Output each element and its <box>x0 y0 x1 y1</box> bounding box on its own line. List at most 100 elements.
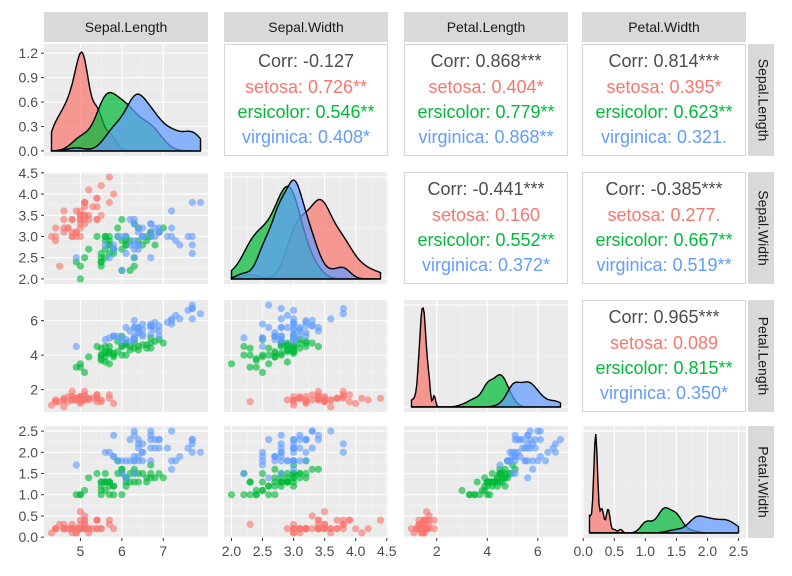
corr-panel <box>582 300 746 412</box>
scatter-point-setosa <box>60 224 68 232</box>
scatter-point-virginica <box>503 457 512 465</box>
scatter-point-setosa <box>81 387 89 395</box>
scatter-point-virginica <box>130 254 138 262</box>
scatter-point-virginica <box>72 461 80 469</box>
scatter-point-setosa <box>358 529 366 537</box>
scatter-point-virginica <box>283 311 291 319</box>
scatter-point-versicolor <box>471 491 479 499</box>
scatter-point-versicolor <box>240 342 248 351</box>
scatter-point-versicolor <box>258 351 267 359</box>
scatter-point-versicolor <box>486 491 494 499</box>
scatter-point-versicolor <box>240 491 248 499</box>
scatter-point-setosa <box>89 203 97 211</box>
strip-right-label: Petal.Length <box>755 317 771 396</box>
scatter-point-virginica <box>258 334 267 342</box>
scatter-point-virginica <box>290 306 298 314</box>
scatter-point-virginica <box>551 448 560 456</box>
scatter-point-virginica <box>290 320 298 328</box>
scatter-point-virginica <box>514 436 522 444</box>
x-tick-label: 3.0 <box>284 543 304 559</box>
density-group <box>224 172 388 284</box>
scatter-point-versicolor <box>308 339 316 347</box>
corr-text-group: Corr: 0.965*** setosa: 0.089 ersicolor: 0.… <box>595 307 732 403</box>
corr-overall: Corr: -0.441*** <box>427 179 544 199</box>
scatter-point-versicolor <box>151 241 159 249</box>
x-tick-label: 6 <box>118 543 126 559</box>
corr-panel <box>582 44 746 156</box>
scatter-point-versicolor <box>93 232 101 241</box>
scatter-point-setosa <box>68 520 76 529</box>
scatter-point-virginica <box>544 448 552 456</box>
scatter-point-virginica <box>339 304 347 313</box>
scatter-point-versicolor <box>130 262 138 270</box>
x-tick-label: 4.5 <box>377 543 397 559</box>
scatter-point-versicolor <box>105 491 113 499</box>
scatter-point-virginica <box>277 304 285 313</box>
scatter-point-virginica <box>163 444 171 452</box>
scatter-point-setosa <box>321 520 329 529</box>
scatter-point-virginica <box>277 452 285 461</box>
scatter-point-versicolor <box>76 363 84 371</box>
scatter-point-setosa <box>314 387 322 395</box>
scatter-point-versicolor <box>105 360 113 368</box>
scatter-point-virginica <box>536 436 544 444</box>
scatter-point-setosa <box>81 516 89 524</box>
scatter-point-setosa <box>430 516 438 524</box>
y-tick-label: 2.5 <box>19 250 39 266</box>
y-tick-label: 0.0 <box>19 529 39 545</box>
strip-top-label: Petal.Width <box>628 19 700 35</box>
y-tick-label: 0.9 <box>19 70 39 86</box>
scatter-point-versicolor <box>105 478 113 486</box>
scatter-point-virginica <box>188 241 196 249</box>
scatter-point-versicolor <box>283 469 291 478</box>
scatter-point-versicolor <box>265 491 273 499</box>
strip-right-label: Sepal.Width <box>755 190 771 265</box>
scatter-point-setosa <box>93 516 101 524</box>
scatter-point-virginica <box>314 436 322 444</box>
scatter-point-virginica <box>101 241 109 249</box>
strip-top <box>44 12 208 42</box>
scatter-point-versicolor <box>246 491 254 499</box>
scatter-group <box>44 426 208 538</box>
scatter-point-versicolor <box>258 486 267 495</box>
scatter-point-virginica <box>101 448 109 456</box>
y-tick-label: 0.3 <box>19 118 39 134</box>
scatter-point-setosa <box>327 396 335 404</box>
corr-overall: Corr: 0.868*** <box>430 51 541 71</box>
scatter-point-virginica <box>258 452 267 461</box>
scatter-point-virginica <box>521 457 529 465</box>
scatter-point-setosa <box>364 525 372 533</box>
scatter-point-versicolor <box>246 478 254 486</box>
scatter-point-virginica <box>134 440 142 448</box>
scatter-point-virginica <box>155 327 163 335</box>
scatter-point-setosa <box>68 215 76 224</box>
scatter-point-setosa <box>302 525 310 533</box>
corr-group-setosa: setosa: 0.277. <box>607 205 720 225</box>
y-tick-label: 0.6 <box>19 94 39 110</box>
scatter-point-setosa <box>56 262 64 270</box>
scatter-point-virginica <box>147 220 155 228</box>
corr-group-versicolor: ersicolor: 0.815** <box>595 358 732 378</box>
scatter-point-setosa <box>76 396 84 404</box>
scatter-point-setosa <box>52 224 60 232</box>
scatter-point-virginica <box>519 436 527 444</box>
scatter-point-versicolor <box>97 356 105 364</box>
scatter-point-setosa <box>296 394 304 402</box>
scatter-point-setosa <box>76 525 84 533</box>
scatter-point-virginica <box>536 427 544 435</box>
density-group <box>44 44 208 156</box>
scatter-point-virginica <box>296 457 304 465</box>
y-tick-label: 4.0 <box>19 186 39 202</box>
corr-panel <box>582 172 746 284</box>
scatter-point-virginica <box>114 457 122 465</box>
corr-group-versicolor: ersicolor: 0.552** <box>417 230 554 250</box>
y-tick-label: 1.5 <box>19 466 39 482</box>
x-tick-label: 5 <box>77 543 85 559</box>
scatter-point-versicolor <box>296 339 304 347</box>
scatter-point-virginica <box>139 232 147 241</box>
scatter-point-virginica <box>529 465 537 473</box>
scatter-point-setosa <box>60 525 68 533</box>
x-tick-label: 0.5 <box>605 543 625 559</box>
scatter-point-virginica <box>327 427 335 435</box>
scatter-point-versicolor <box>85 474 93 482</box>
